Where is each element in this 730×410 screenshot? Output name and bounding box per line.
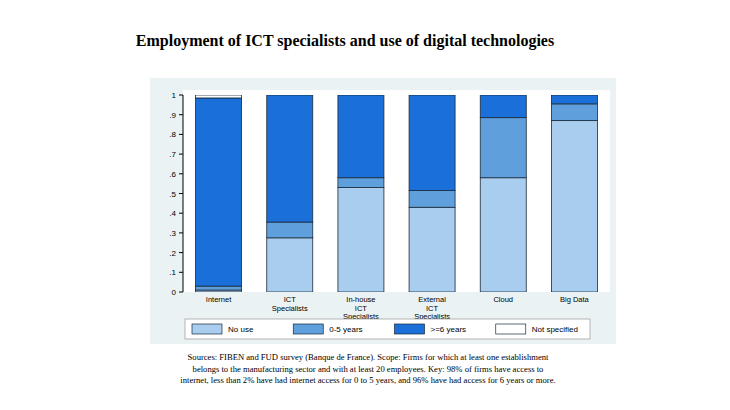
title: Employment of ICT specialists and use of…	[136, 32, 554, 50]
y-tick-label: .9	[169, 111, 176, 120]
bar-segment	[267, 95, 313, 222]
bar-segment	[551, 121, 597, 292]
bar-segment	[480, 178, 526, 292]
y-tick	[179, 252, 183, 253]
bar-segment	[551, 95, 597, 96]
y-tick-label: .5	[169, 190, 176, 199]
bar-segment	[409, 207, 455, 292]
x-tick-label: In-houseICTSpecialists	[343, 295, 379, 321]
x-tick-label: Internet	[206, 295, 232, 304]
x-tick-label: Cloud	[493, 295, 513, 304]
bar-segment	[338, 188, 384, 292]
legend-swatch	[293, 324, 323, 334]
y-tick	[179, 213, 183, 214]
x-tick-label: ExternalICTSpecialists	[414, 295, 450, 321]
y-tick	[179, 193, 183, 194]
legend	[185, 319, 590, 339]
y-tick	[179, 292, 183, 293]
bar-segment	[338, 178, 384, 188]
bars	[196, 95, 598, 292]
bar-segment	[267, 222, 313, 238]
y-tick-label: .4	[169, 209, 176, 218]
note: internet, less than 2% have had internet…	[180, 375, 555, 385]
y-tick	[179, 232, 183, 233]
bar-segment	[480, 95, 526, 96]
legend-label: >=6 years	[431, 325, 467, 334]
y-tick	[179, 95, 183, 96]
y-tick-label: .1	[169, 268, 176, 277]
bar-segment	[480, 118, 526, 178]
y-tick	[179, 154, 183, 155]
legend-label: Not specified	[532, 325, 578, 334]
legend-swatch	[395, 324, 425, 334]
bar-segment	[196, 95, 242, 98]
legend-swatch	[192, 324, 222, 334]
chart: Employment of ICT specialists and use of…	[0, 0, 730, 410]
x-tick-label: ICTSpecialists	[272, 295, 308, 313]
bar-segment	[409, 191, 455, 208]
y-tick-label: .2	[169, 249, 176, 258]
graph-region	[150, 78, 616, 344]
y-tick-label: 0	[172, 288, 177, 297]
note: belongs to the manufacturing sector and …	[193, 364, 544, 374]
bar-segment	[551, 104, 597, 121]
bar-segment	[196, 286, 242, 290]
legend-label: 0-5 years	[329, 325, 362, 334]
y-tick-label: .7	[169, 150, 176, 159]
bar-segment	[409, 95, 455, 96]
bar-segment	[196, 98, 242, 286]
legend-swatch	[496, 324, 526, 334]
y-tick	[179, 173, 183, 174]
y-tick-label: .8	[169, 130, 176, 139]
bar-segment	[480, 95, 526, 118]
x-tick-label: Big Data	[560, 295, 590, 304]
y-tick	[179, 272, 183, 273]
bar-segment	[338, 95, 384, 178]
legend-label: No use	[228, 325, 254, 334]
y-tick-label: .3	[169, 229, 176, 238]
y-tick	[179, 134, 183, 135]
bar-segment	[338, 95, 384, 96]
plot-region	[183, 90, 610, 292]
y-tick-label: .6	[169, 170, 176, 179]
note: Sources: FIBEN and FUD survey (Banque de…	[188, 352, 549, 362]
y-tick	[179, 114, 183, 115]
y-tick-label: 1	[172, 91, 177, 100]
bar-segment	[267, 95, 313, 96]
bar-segment	[551, 95, 597, 104]
bar-segment	[267, 238, 313, 292]
bar-segment	[409, 95, 455, 191]
